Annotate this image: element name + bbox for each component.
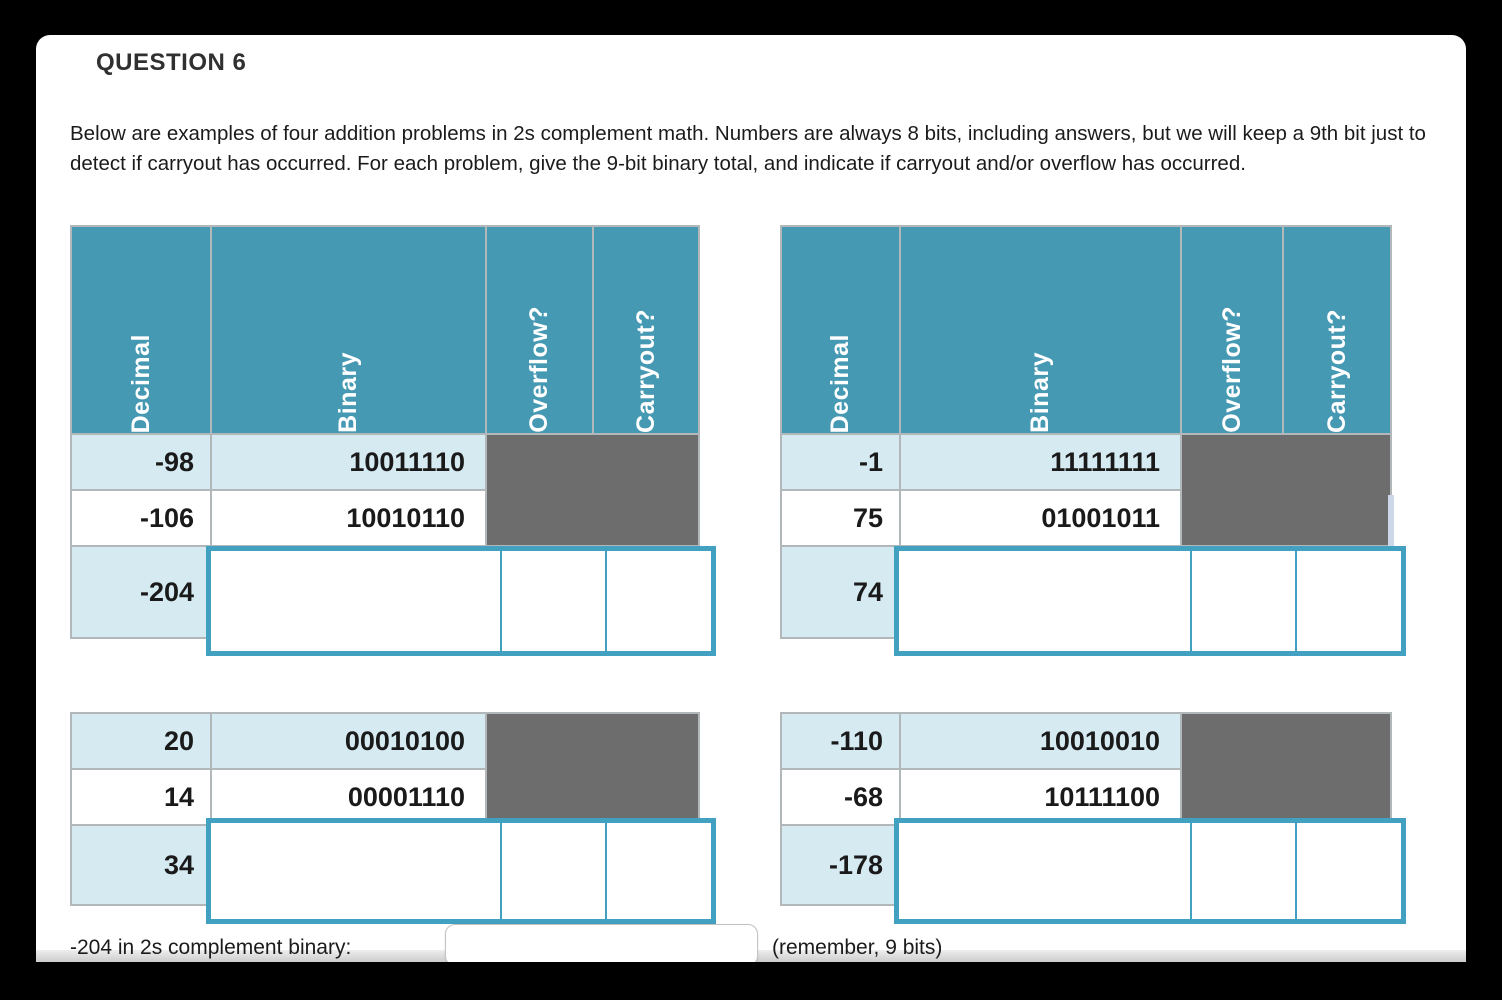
operand1-binary: 10011110 xyxy=(212,435,485,489)
binary-conversion-input[interactable] xyxy=(445,924,758,962)
column-header-label: Overflow? xyxy=(525,306,553,433)
sum-decimal: 34 xyxy=(72,826,210,904)
sum-carryout-input[interactable] xyxy=(605,823,711,919)
disabled-cells xyxy=(487,435,698,545)
answer-input-group xyxy=(894,818,1406,924)
operand2-decimal: 14 xyxy=(72,770,210,824)
column-header-label: Decimal xyxy=(126,333,155,433)
column-header-label: Binary xyxy=(334,352,362,433)
column-header-decimal: Decimal xyxy=(72,227,210,433)
answer-input-group xyxy=(206,546,716,656)
disabled-cells xyxy=(1182,435,1390,545)
column-header-label: Decimal xyxy=(826,333,854,433)
sum-overflow-input[interactable] xyxy=(500,823,605,919)
operand2-binary: 10111100 xyxy=(901,770,1180,824)
column-header-overflow: Overflow? xyxy=(1182,227,1282,433)
column-header-binary: Binary xyxy=(901,227,1180,433)
sum-decimal: 74 xyxy=(782,547,899,637)
operand1-binary: 11111111 xyxy=(901,435,1180,489)
sum-decimal: -204 xyxy=(72,547,210,637)
addition-table-3: 20 00010100 14 00001110 34 xyxy=(70,712,716,924)
operand2-binary: 01001011 xyxy=(901,491,1180,545)
addition-table-4: -110 10010010 -68 10111100 -178 xyxy=(780,712,1406,924)
sum-overflow-input[interactable] xyxy=(1190,823,1295,919)
column-header-label: Carryout? xyxy=(1322,309,1351,433)
operand1-decimal: -110 xyxy=(782,714,899,768)
column-header-carryout: Carryout? xyxy=(594,227,698,433)
operand2-decimal: -68 xyxy=(782,770,899,824)
binary-conversion-prompt: -204 in 2s complement binary: xyxy=(70,936,352,959)
question-page: QUESTION 6 Below are examples of four ad… xyxy=(36,35,1466,962)
operand2-decimal: 75 xyxy=(782,491,899,545)
binary-conversion-note: (remember, 9 bits) xyxy=(772,936,943,959)
sum-overflow-input[interactable] xyxy=(500,551,605,651)
operand1-decimal: 20 xyxy=(72,714,210,768)
column-header-label: Binary xyxy=(1026,352,1054,433)
sum-carryout-input[interactable] xyxy=(1295,551,1401,651)
column-header-label: Overflow? xyxy=(1217,306,1246,433)
operand2-decimal: -106 xyxy=(72,491,210,545)
sum-overflow-input[interactable] xyxy=(1190,551,1295,651)
column-header-decimal: Decimal xyxy=(782,227,899,433)
sum-carryout-input[interactable] xyxy=(605,551,711,651)
answer-input-group xyxy=(894,546,1406,656)
sum-binary-input[interactable] xyxy=(899,551,1190,651)
operand1-decimal: -98 xyxy=(72,435,210,489)
sum-carryout-input[interactable] xyxy=(1295,823,1401,919)
operand2-binary: 10010110 xyxy=(212,491,485,545)
sum-binary-input[interactable] xyxy=(211,823,500,919)
column-header-carryout: Carryout? xyxy=(1284,227,1390,433)
question-title: QUESTION 6 xyxy=(96,49,247,76)
column-header-binary: Binary xyxy=(212,227,485,433)
operand1-binary: 00010100 xyxy=(212,714,485,768)
sum-decimal: -178 xyxy=(782,826,899,904)
addition-table-1: Decimal Binary Overflow? Carryout? -98 1… xyxy=(70,225,716,656)
operand2-binary: 00001110 xyxy=(212,770,485,824)
answer-input-group xyxy=(206,818,716,924)
question-description: Below are examples of four addition prob… xyxy=(70,122,1426,175)
sum-binary-input[interactable] xyxy=(211,551,500,651)
scrollbar-artifact xyxy=(1388,495,1394,548)
column-header-overflow: Overflow? xyxy=(487,227,592,433)
operand1-binary: 10010010 xyxy=(901,714,1180,768)
operand1-decimal: -1 xyxy=(782,435,899,489)
addition-table-2: Decimal Binary Overflow? Carryout? -1 11… xyxy=(780,225,1406,656)
column-header-label: Carryout? xyxy=(631,309,660,433)
disabled-cells xyxy=(487,714,698,824)
sum-binary-input[interactable] xyxy=(899,823,1190,919)
disabled-cells xyxy=(1182,714,1390,824)
